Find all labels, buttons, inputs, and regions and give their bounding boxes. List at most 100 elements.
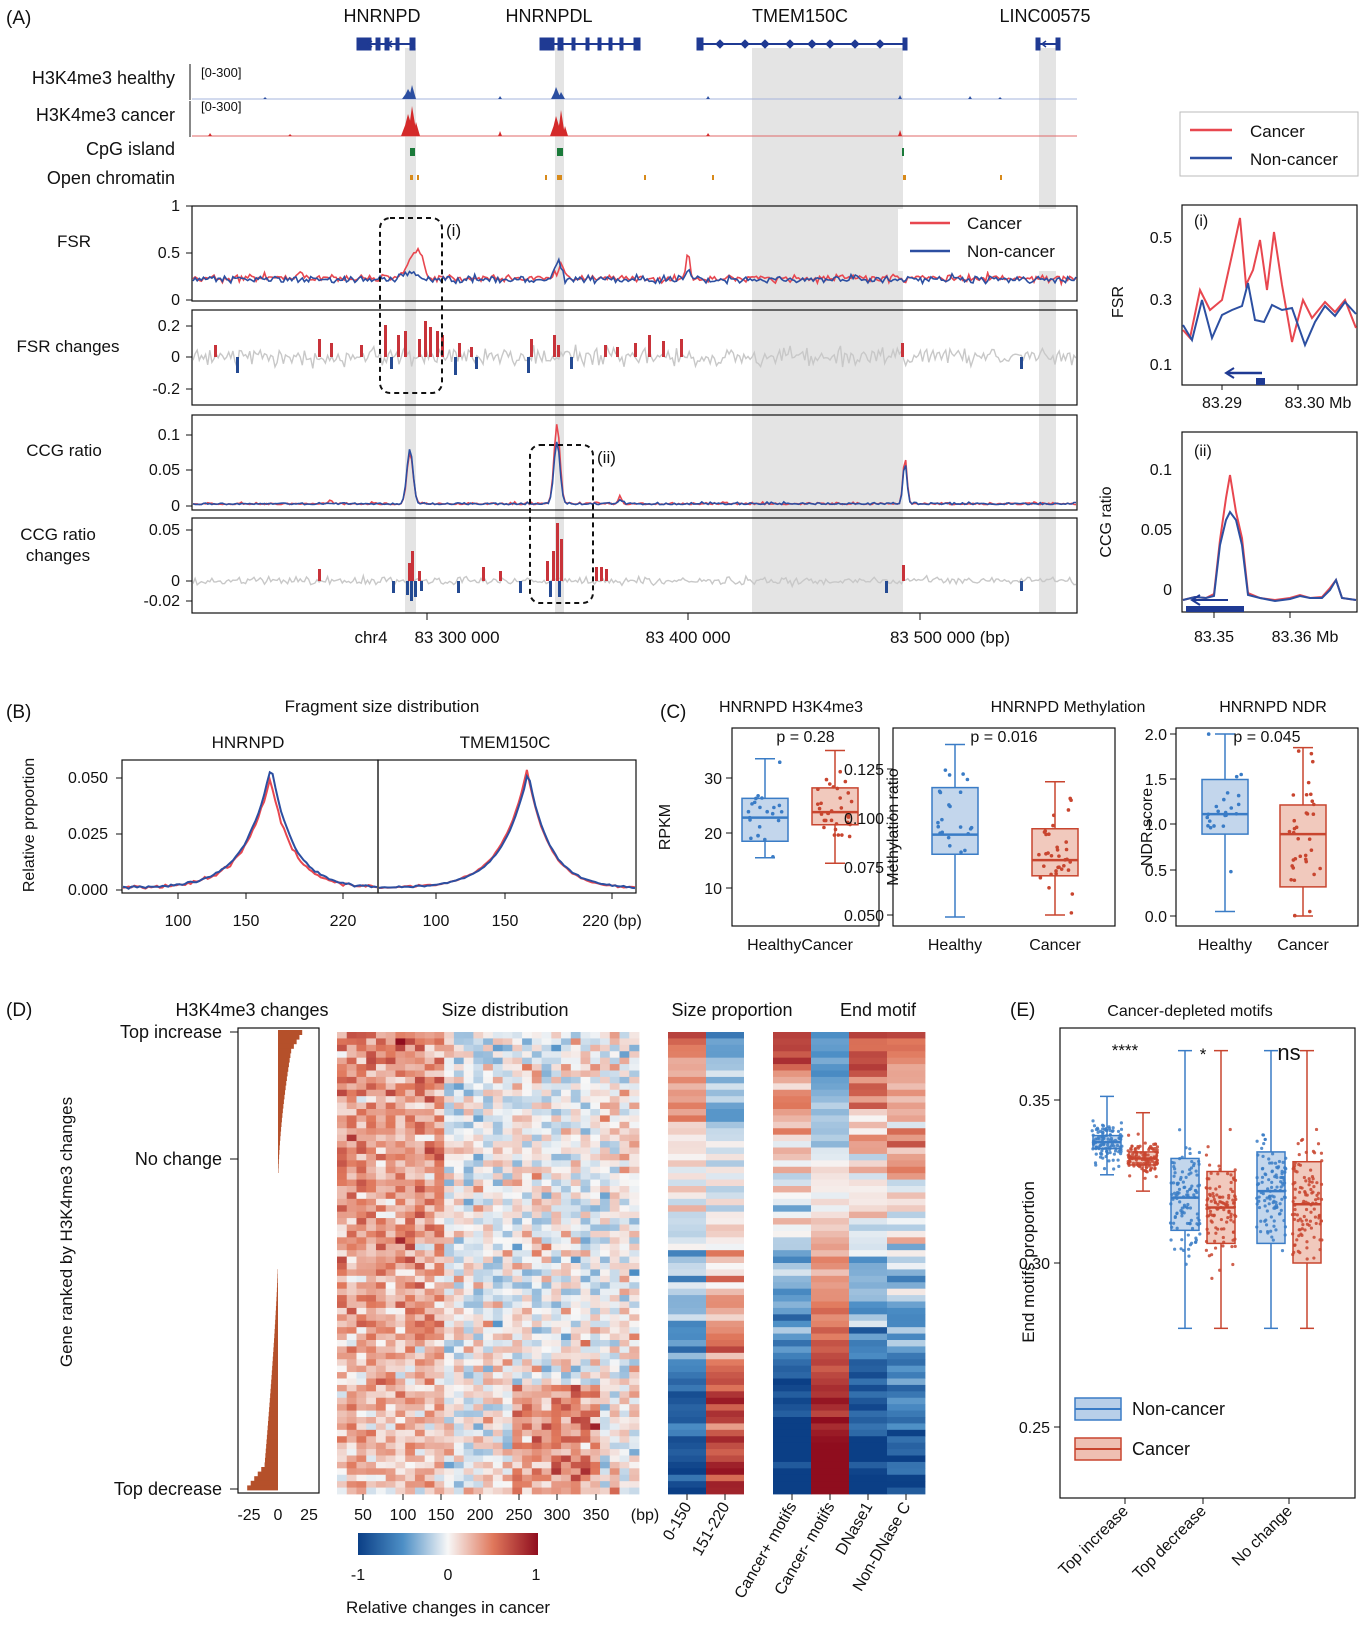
size-distribution-cell <box>619 1064 630 1071</box>
size-distribution-cell <box>561 1083 572 1091</box>
end-motif-cell-1 <box>811 1269 850 1277</box>
size-distribution-cell <box>609 1288 620 1296</box>
inset-i-xtick-0: 83.29 <box>1202 395 1242 412</box>
end-motif-cell-1 <box>811 1314 850 1322</box>
size-distribution-cell <box>366 1134 377 1142</box>
panel-e-0-1-dot <box>1143 1176 1147 1180</box>
size-distribution-cell <box>483 1455 494 1463</box>
size-distribution-cell <box>414 1288 426 1296</box>
gene-tmem150c-exon-mark-7 <box>875 39 885 49</box>
size-proportion-cell-151-220 <box>706 1468 744 1476</box>
size-distribution-cell <box>444 1352 455 1360</box>
size-distribution-cell <box>356 1070 367 1078</box>
size-distribution-cell <box>522 1166 533 1174</box>
size-distribution-cell <box>414 1224 426 1232</box>
row-label-ccg-changes: CCG ratio changes <box>20 525 96 565</box>
size-distribution-cell <box>580 1429 591 1437</box>
panel-e-2-0-dot <box>1266 1187 1270 1191</box>
end-motif-cell-1 <box>811 1359 850 1367</box>
size-distribution-cell <box>522 1320 533 1328</box>
size-distribution-cell <box>609 1250 620 1257</box>
size-proportion-cell-0-150 <box>668 1089 706 1097</box>
size-distribution-cell <box>434 1070 445 1078</box>
end-motif-cell-3 <box>887 1250 926 1257</box>
size-distribution-cell <box>619 1320 630 1328</box>
ccg-changes-down-bar-7 <box>549 581 552 597</box>
size-distribution-cell <box>570 1032 581 1039</box>
panel-e-2-1-dot <box>1291 1182 1295 1186</box>
size-distribution-cell <box>619 1096 630 1103</box>
size-distribution-cell <box>483 1275 494 1283</box>
panel-e-2-1-dot <box>1303 1228 1307 1232</box>
size-distribution-cell <box>561 1391 572 1399</box>
size-distribution-cell <box>541 1089 552 1097</box>
end-motif-cell-0 <box>773 1410 812 1418</box>
panel-e-2-1-dot <box>1295 1170 1299 1174</box>
size-distribution-cell <box>444 1333 455 1341</box>
size-distribution-cell <box>346 1340 357 1347</box>
end-motif-cell-1 <box>811 1128 850 1136</box>
panel-e-2-1-dot <box>1310 1180 1314 1184</box>
size-distribution-cell <box>473 1378 484 1386</box>
size-distribution-cell <box>541 1397 552 1405</box>
size-distribution-cell <box>356 1243 367 1251</box>
size-proportion-cell-0-150 <box>668 1147 706 1155</box>
size-distribution-cell <box>405 1468 416 1476</box>
size-distribution-cell <box>629 1243 640 1251</box>
size-distribution-cell <box>502 1417 513 1424</box>
panel-c-0-box-0-dot <box>756 793 760 798</box>
size-distribution-cell <box>619 1468 630 1476</box>
open-chromatin-6 <box>903 175 906 180</box>
end-motif-cell-1 <box>811 1205 850 1213</box>
end-motif-cell-1 <box>811 1346 850 1354</box>
panel-e-1-1-dot <box>1232 1205 1237 1209</box>
panel-e-2-1-dot <box>1315 1181 1319 1185</box>
size-distribution-cell <box>492 1352 504 1360</box>
size-distribution-cell <box>424 1057 435 1065</box>
size-distribution-cell <box>337 1391 348 1399</box>
size-distribution-cell <box>395 1224 406 1232</box>
size-distribution-cell <box>619 1263 630 1270</box>
size-distribution-cell <box>366 1243 377 1251</box>
size-distribution-cell <box>629 1384 640 1392</box>
size-distribution-cell <box>346 1365 357 1373</box>
size-distribution-cell <box>366 1179 377 1187</box>
size-distribution-cell <box>434 1064 445 1071</box>
h3k4me3-bar-10 <box>278 1076 287 1081</box>
size-distribution-cell <box>434 1417 445 1424</box>
size-distribution-cell <box>522 1404 533 1411</box>
size-distribution-cell <box>512 1340 523 1347</box>
size-distribution-cell <box>522 1192 533 1200</box>
ccg-ytick-0: 0.1 <box>158 427 180 444</box>
size-distribution-cell <box>473 1044 484 1052</box>
ccg-changes-up-bar-1 <box>408 563 411 581</box>
size-distribution-cell <box>522 1198 533 1206</box>
size-distribution-cell <box>609 1141 620 1148</box>
h3k4me3-bar-77 <box>270 1384 278 1390</box>
size-distribution-cell <box>414 1417 426 1424</box>
size-distribution-cell <box>522 1179 533 1187</box>
end-motif-cell-2 <box>849 1128 888 1136</box>
fsr-changes-ytick-0: 0.2 <box>158 318 180 335</box>
size-distribution-cell <box>483 1044 494 1052</box>
end-motif-cell-0 <box>773 1423 812 1431</box>
size-distribution-cell <box>483 1352 494 1360</box>
size-distribution-cell <box>512 1410 523 1418</box>
size-distribution-cell <box>502 1218 513 1225</box>
size-distribution-cell <box>463 1096 474 1103</box>
size-distribution-cell <box>444 1186 455 1193</box>
ccg-changes-down-bar-1 <box>406 581 409 595</box>
panel-e-1-1-dot <box>1219 1227 1224 1231</box>
size-distribution-cell <box>629 1365 640 1373</box>
size-distribution-cell <box>570 1057 581 1065</box>
size-distribution-cell <box>337 1256 348 1264</box>
size-distribution-cell <box>551 1205 562 1213</box>
panel-e-2-0-dot <box>1268 1161 1272 1165</box>
end-motif-cell-1 <box>811 1250 850 1257</box>
size-distribution-cell <box>395 1391 406 1399</box>
size-distribution-cell <box>561 1378 572 1386</box>
size-distribution-cell <box>424 1237 435 1245</box>
size-distribution-cell <box>434 1160 445 1168</box>
size-distribution-cell <box>609 1340 620 1347</box>
end-motif-cell-0 <box>773 1256 812 1264</box>
